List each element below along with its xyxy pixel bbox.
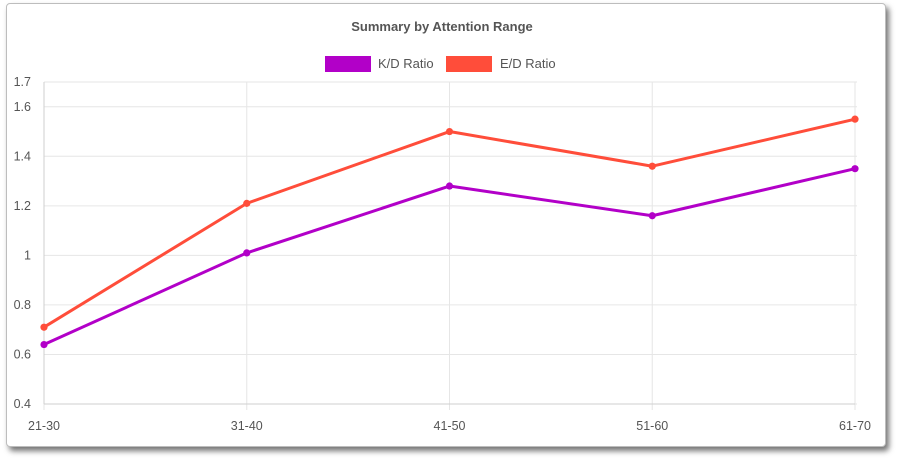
- data-point-kd[interactable]: [445, 182, 454, 190]
- legend-label-kd: K/D Ratio: [378, 56, 434, 71]
- legend-swatch-kd: [325, 56, 371, 72]
- data-point-ed[interactable]: [445, 127, 454, 136]
- y-tick-label: 0.8: [14, 298, 31, 312]
- data-point-ed[interactable]: [243, 199, 251, 207]
- data-point-kd[interactable]: [40, 340, 48, 349]
- x-axis-ticks: 21-30 31-40 41-50 51-60 61-70: [28, 419, 871, 433]
- legend-swatch-ed: [446, 56, 492, 72]
- axis-lines: [43, 82, 855, 405]
- chart-title: Summary by Attention Range: [351, 19, 533, 34]
- data-point-kd[interactable]: [648, 212, 656, 220]
- y-tick-label: 1.6: [14, 100, 31, 114]
- y-tick-label: 0.6: [14, 347, 31, 361]
- x-tick-label: 51-60: [636, 419, 668, 433]
- y-tick-label: 1: [24, 248, 31, 262]
- x-tick-label: 31-40: [231, 419, 263, 433]
- x-tick-label: 41-50: [434, 419, 466, 433]
- data-point-kd[interactable]: [243, 249, 251, 257]
- x-tick-label: 21-30: [28, 419, 60, 433]
- legend[interactable]: K/D Ratio E/D Ratio: [325, 56, 556, 72]
- legend-item-ed[interactable]: E/D Ratio: [446, 56, 556, 72]
- legend-item-kd[interactable]: K/D Ratio: [325, 56, 434, 72]
- legend-label-ed: E/D Ratio: [500, 56, 556, 71]
- y-tick-label: 0.4: [14, 397, 31, 411]
- chart-panel: [6, 3, 886, 447]
- y-axis-ticks: 0.4 0.6 0.8 1 1.2 1.4 1.6 1.7: [14, 75, 31, 411]
- x-tick-label: 61-70: [839, 419, 871, 433]
- series-layer: [40, 115, 859, 349]
- data-point-ed[interactable]: [40, 323, 48, 331]
- y-tick-label: 1.7: [14, 75, 31, 89]
- y-tick-label: 1.4: [14, 149, 31, 163]
- data-point-ed[interactable]: [648, 162, 656, 170]
- y-tick-label: 1.2: [14, 199, 31, 213]
- data-point-kd[interactable]: [851, 165, 859, 173]
- data-point-ed[interactable]: [851, 115, 859, 123]
